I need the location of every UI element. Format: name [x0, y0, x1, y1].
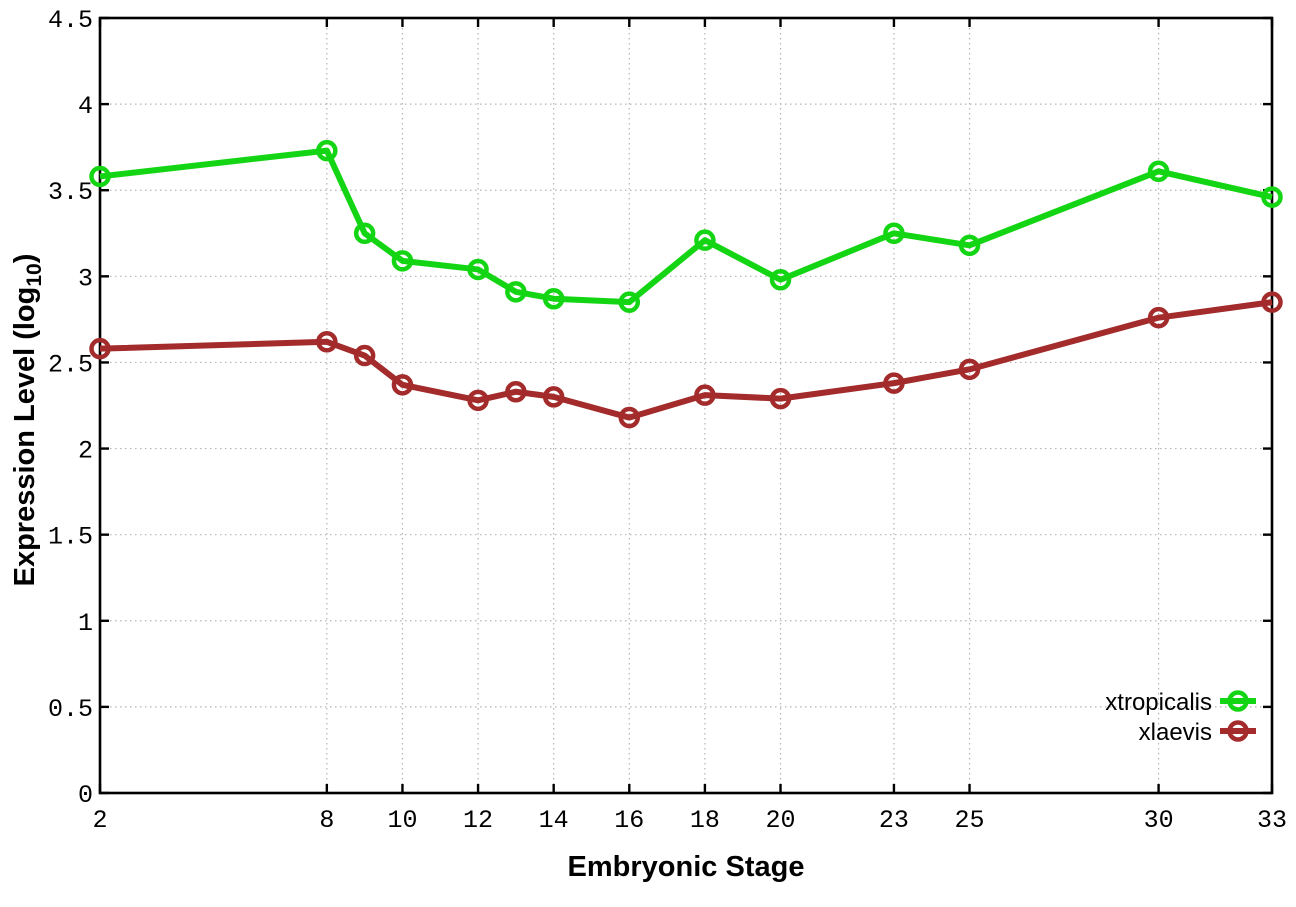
y-tick-label: 0.5	[48, 695, 93, 724]
x-tick-label: 30	[1144, 806, 1174, 835]
data-point-xlaevis	[391, 374, 414, 396]
legend: xtropicalis xlaevis	[1105, 689, 1256, 746]
data-point-xtropicalis	[89, 165, 111, 188]
data-point-xlaevis	[618, 406, 641, 429]
legend-entry-xlaevis: xlaevis	[1139, 719, 1256, 746]
data-point-xtropicalis	[467, 258, 489, 281]
x-tick-label: 10	[387, 806, 417, 835]
y-tick-label: 3.5	[48, 178, 93, 207]
legend-sample-marker-xlaevis	[1227, 720, 1249, 742]
axis-ticks	[98, 16, 1274, 795]
legend-entry-xtropicalis: xtropicalis	[1105, 689, 1256, 716]
x-tick-label: 2	[92, 806, 107, 835]
x-tick-label: 25	[955, 806, 985, 835]
data-series	[89, 139, 1283, 429]
data-point-xtropicalis	[769, 269, 792, 291]
y-tick-label: 2	[78, 437, 93, 466]
legend-label-xtropicalis: xtropicalis	[1105, 689, 1212, 716]
data-point-xtropicalis	[1147, 160, 1170, 183]
x-tick-label: 33	[1257, 806, 1287, 835]
y-tick-label: 4.5	[48, 6, 93, 35]
y-tick-labels: 0 0.5 1 1.5 2 2.5 3 3.5 4 4.5	[48, 6, 93, 810]
x-tick-labels: 2 8 10 12 14 16 18 20 23 25 30 33	[92, 806, 1287, 835]
data-point-xtropicalis	[316, 139, 338, 162]
y-tick-label: 2.5	[48, 350, 93, 379]
data-point-xtropicalis	[883, 222, 905, 245]
data-point-xtropicalis	[353, 222, 376, 245]
x-tick-label: 14	[539, 806, 569, 835]
y-axis-title: Expression Level (log10)	[9, 254, 46, 587]
x-tick-label: 8	[319, 806, 334, 835]
data-point-xtropicalis	[1261, 186, 1283, 208]
legend-sample-marker-xtropicalis	[1227, 690, 1249, 712]
data-point-xtropicalis	[694, 229, 716, 251]
data-point-xtropicalis	[542, 287, 565, 310]
data-point-xlaevis	[769, 387, 792, 410]
x-tick-label: 20	[766, 806, 796, 835]
data-point-xlaevis	[353, 344, 376, 367]
y-tick-label: 3	[78, 264, 93, 293]
data-point-xtropicalis	[391, 250, 414, 272]
data-point-xtropicalis	[958, 234, 981, 257]
data-point-xlaevis	[467, 389, 489, 412]
data-point-xlaevis	[1147, 306, 1170, 329]
data-point-xlaevis	[883, 372, 905, 394]
x-tick-label: 12	[463, 806, 493, 835]
y-tick-label: 4	[78, 92, 93, 121]
data-point-xlaevis	[505, 380, 527, 403]
x-tick-label: 16	[614, 806, 644, 835]
x-tick-label: 23	[879, 806, 909, 835]
gridlines	[100, 18, 1272, 793]
data-point-xlaevis	[694, 384, 716, 406]
data-point-xlaevis	[542, 386, 565, 408]
data-point-xlaevis	[958, 358, 981, 381]
data-point-xtropicalis	[618, 291, 641, 313]
x-axis-title: Embryonic Stage	[568, 851, 805, 883]
y-tick-label: 1.5	[48, 523, 93, 552]
y-tick-label: 0	[78, 781, 93, 810]
legend-label-xlaevis: xlaevis	[1139, 719, 1212, 746]
data-point-xlaevis	[316, 331, 338, 353]
plot-border	[98, 16, 1274, 795]
data-point-xlaevis	[89, 337, 111, 360]
y-tick-label: 1	[78, 609, 93, 638]
x-tick-label: 18	[690, 806, 720, 835]
data-point-xtropicalis	[505, 281, 527, 303]
data-point-xlaevis	[1261, 291, 1283, 313]
